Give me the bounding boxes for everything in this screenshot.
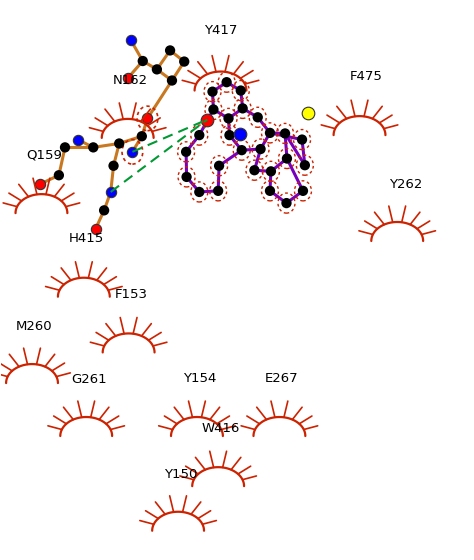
Text: N162: N162 <box>112 73 147 87</box>
Point <box>301 161 309 170</box>
Point <box>298 135 306 144</box>
Text: W416: W416 <box>201 422 240 435</box>
Text: F475: F475 <box>350 69 383 83</box>
Point <box>209 87 216 96</box>
Point <box>127 36 135 45</box>
Point <box>239 104 246 113</box>
Point <box>226 130 233 139</box>
Point <box>55 171 63 180</box>
Point <box>236 129 244 138</box>
Point <box>90 143 97 152</box>
Point <box>281 129 289 138</box>
Point <box>36 180 44 189</box>
Text: G261: G261 <box>71 374 106 386</box>
Point <box>225 114 232 123</box>
Point <box>283 199 290 208</box>
Point <box>124 74 131 83</box>
Point <box>74 135 82 144</box>
Point <box>139 57 146 66</box>
Point <box>61 143 69 152</box>
Point <box>110 161 118 170</box>
Text: F153: F153 <box>115 288 147 301</box>
Text: Y150: Y150 <box>164 468 197 481</box>
Text: M260: M260 <box>16 320 53 333</box>
Text: H415: H415 <box>69 232 104 245</box>
Point <box>238 146 246 155</box>
Point <box>304 108 311 117</box>
Point <box>203 115 211 124</box>
Point <box>168 76 176 85</box>
Point <box>266 128 274 137</box>
Point <box>144 114 151 123</box>
Point <box>166 46 174 55</box>
Point <box>107 188 115 197</box>
Point <box>183 172 191 181</box>
Point <box>283 154 291 163</box>
Point <box>115 139 123 148</box>
Text: Y262: Y262 <box>389 178 422 192</box>
Point <box>138 132 146 141</box>
Text: Q159: Q159 <box>26 149 62 162</box>
Point <box>214 186 222 195</box>
Text: E267: E267 <box>265 372 299 385</box>
Point <box>266 186 274 195</box>
Point <box>223 78 230 87</box>
Point <box>153 65 161 74</box>
Point <box>299 186 307 195</box>
Point <box>210 105 217 114</box>
Point <box>267 167 275 176</box>
Point <box>182 147 190 156</box>
Text: Y154: Y154 <box>182 372 216 385</box>
Point <box>128 147 136 156</box>
Point <box>195 130 203 139</box>
Point <box>257 144 264 153</box>
Point <box>100 206 108 215</box>
Point <box>181 57 188 66</box>
Point <box>215 161 223 170</box>
Point <box>92 224 100 233</box>
Point <box>251 166 258 175</box>
Point <box>237 86 245 95</box>
Text: Y417: Y417 <box>204 24 237 37</box>
Point <box>254 113 262 122</box>
Point <box>195 188 203 197</box>
